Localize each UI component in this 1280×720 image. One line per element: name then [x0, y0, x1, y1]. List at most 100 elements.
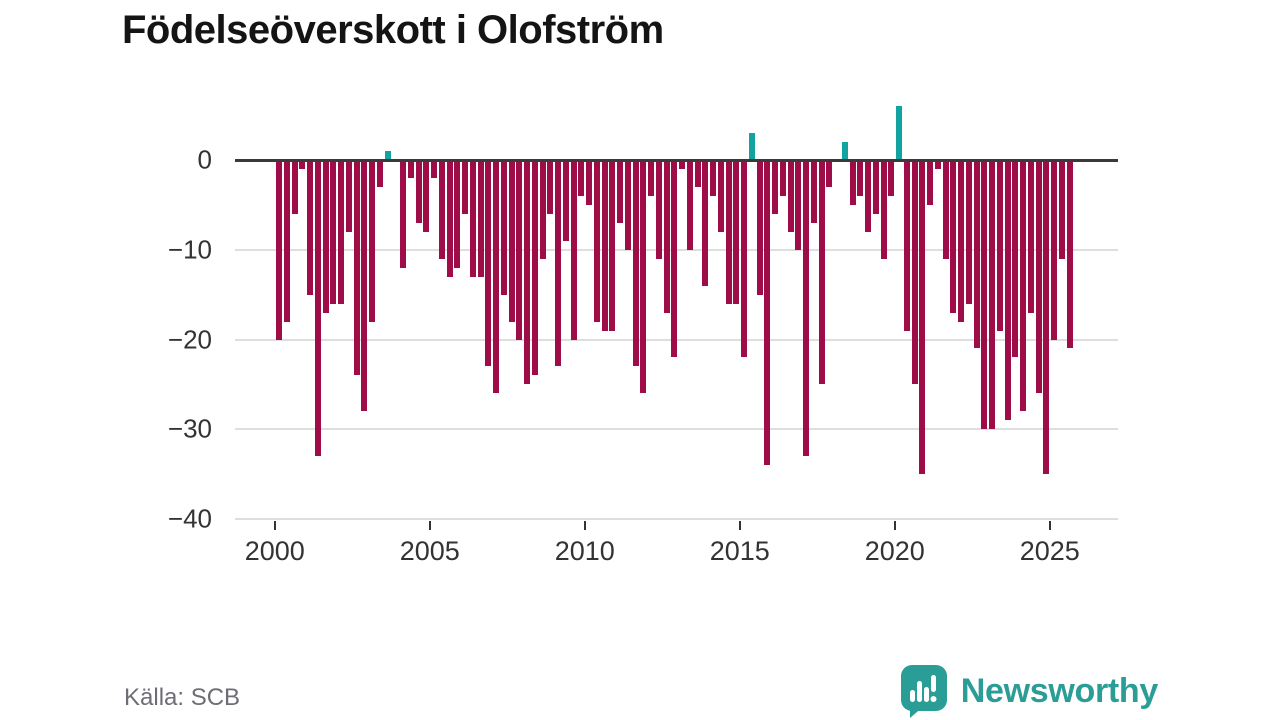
- negative-bar: [547, 160, 554, 214]
- negative-bar: [810, 160, 817, 223]
- x-axis-tick: [273, 521, 276, 530]
- negative-bar: [880, 160, 887, 259]
- negative-bar: [996, 160, 1003, 331]
- x-axis-tick: [738, 521, 741, 530]
- negative-bar: [539, 160, 546, 259]
- negative-bar: [671, 160, 678, 358]
- negative-bar: [376, 160, 383, 187]
- negative-bar: [1004, 160, 1011, 421]
- negative-bar: [361, 160, 368, 412]
- negative-bar: [934, 160, 941, 169]
- negative-bar: [717, 160, 724, 232]
- negative-bar: [353, 160, 360, 376]
- negative-bar: [431, 160, 437, 178]
- negative-bar: [617, 160, 623, 223]
- positive-bar: [748, 133, 755, 160]
- negative-bar: [927, 160, 933, 205]
- negative-bar: [593, 160, 600, 322]
- negative-bar: [710, 160, 716, 196]
- negative-bar: [508, 160, 515, 322]
- negative-bar: [779, 160, 786, 196]
- negative-bar: [314, 160, 321, 457]
- y-axis-label: −10: [167, 234, 212, 265]
- newsworthy-logo: Newsworthy: [900, 664, 1158, 718]
- negative-bar: [1035, 160, 1042, 394]
- negative-bar: [849, 160, 856, 205]
- negative-bar: [903, 160, 910, 331]
- x-axis-label: 2020: [864, 536, 925, 566]
- positive-bar: [841, 142, 848, 160]
- y-axis-label: 0: [197, 144, 212, 175]
- negative-bar: [322, 160, 329, 313]
- negative-bar: [694, 160, 701, 187]
- positive-bar: [384, 151, 391, 160]
- negative-bar: [911, 160, 918, 385]
- negative-bar: [446, 160, 453, 277]
- negative-bar: [632, 160, 639, 367]
- negative-bar: [555, 160, 561, 367]
- negative-bar: [524, 160, 530, 385]
- negative-bar: [1058, 160, 1065, 259]
- negative-bar: [586, 160, 592, 205]
- negative-bar: [578, 160, 585, 196]
- negative-bar: [950, 160, 957, 313]
- negative-bar: [973, 160, 980, 349]
- negative-bar: [330, 160, 337, 304]
- negative-bar: [756, 160, 763, 295]
- negative-bar: [407, 160, 414, 178]
- negative-bar: [531, 160, 538, 376]
- negative-bar: [1051, 160, 1057, 340]
- gridline: [235, 518, 1118, 520]
- negative-bar: [609, 160, 616, 331]
- chart-title: Födelseöverskott i Olofström: [122, 8, 664, 52]
- source-label: Källa: SCB: [124, 684, 241, 711]
- negative-bar: [888, 160, 895, 196]
- newsworthy-logo-text: Newsworthy: [960, 671, 1159, 710]
- negative-bar: [469, 160, 476, 277]
- negative-bar: [919, 160, 926, 475]
- x-axis-tick: [583, 521, 586, 530]
- negative-bar: [857, 160, 864, 196]
- negative-bar: [663, 160, 670, 313]
- negative-bar: [989, 160, 995, 430]
- x-axis-tick: [428, 521, 431, 530]
- negative-bar: [423, 160, 430, 232]
- negative-bar: [640, 160, 647, 394]
- negative-bar: [803, 160, 809, 457]
- negative-bar: [291, 160, 298, 214]
- negative-bar: [826, 160, 833, 187]
- negative-bar: [725, 160, 732, 304]
- negative-bar: [942, 160, 949, 259]
- negative-bar: [624, 160, 631, 250]
- positive-bar: [896, 106, 902, 160]
- negative-bar: [485, 160, 492, 367]
- negative-bar: [516, 160, 523, 340]
- negative-bar: [500, 160, 507, 295]
- x-axis-label: 2025: [1019, 536, 1080, 566]
- negative-bar: [299, 160, 306, 169]
- x-axis-zero-line: [235, 158, 1118, 162]
- negative-bar: [648, 160, 654, 196]
- negative-bar: [981, 160, 988, 430]
- negative-bar: [276, 160, 282, 340]
- negative-bar: [686, 160, 693, 250]
- negative-bar: [477, 160, 484, 277]
- negative-bar: [570, 160, 577, 340]
- negative-bar: [307, 160, 313, 295]
- x-axis-tick: [893, 521, 896, 530]
- negative-bar: [454, 160, 461, 268]
- negative-bar: [1020, 160, 1026, 412]
- negative-bar: [400, 160, 406, 268]
- negative-bar: [1012, 160, 1019, 358]
- x-axis-tick: [1048, 521, 1051, 530]
- negative-bar: [655, 160, 662, 259]
- negative-bar: [872, 160, 879, 214]
- negative-bar: [1027, 160, 1034, 313]
- x-axis-label: 2015: [709, 536, 770, 566]
- negative-bar: [772, 160, 778, 214]
- negative-bar: [702, 160, 709, 286]
- negative-bar: [283, 160, 290, 322]
- negative-bar: [438, 160, 445, 259]
- x-axis-label: 2000: [244, 536, 305, 566]
- negative-bar: [741, 160, 747, 358]
